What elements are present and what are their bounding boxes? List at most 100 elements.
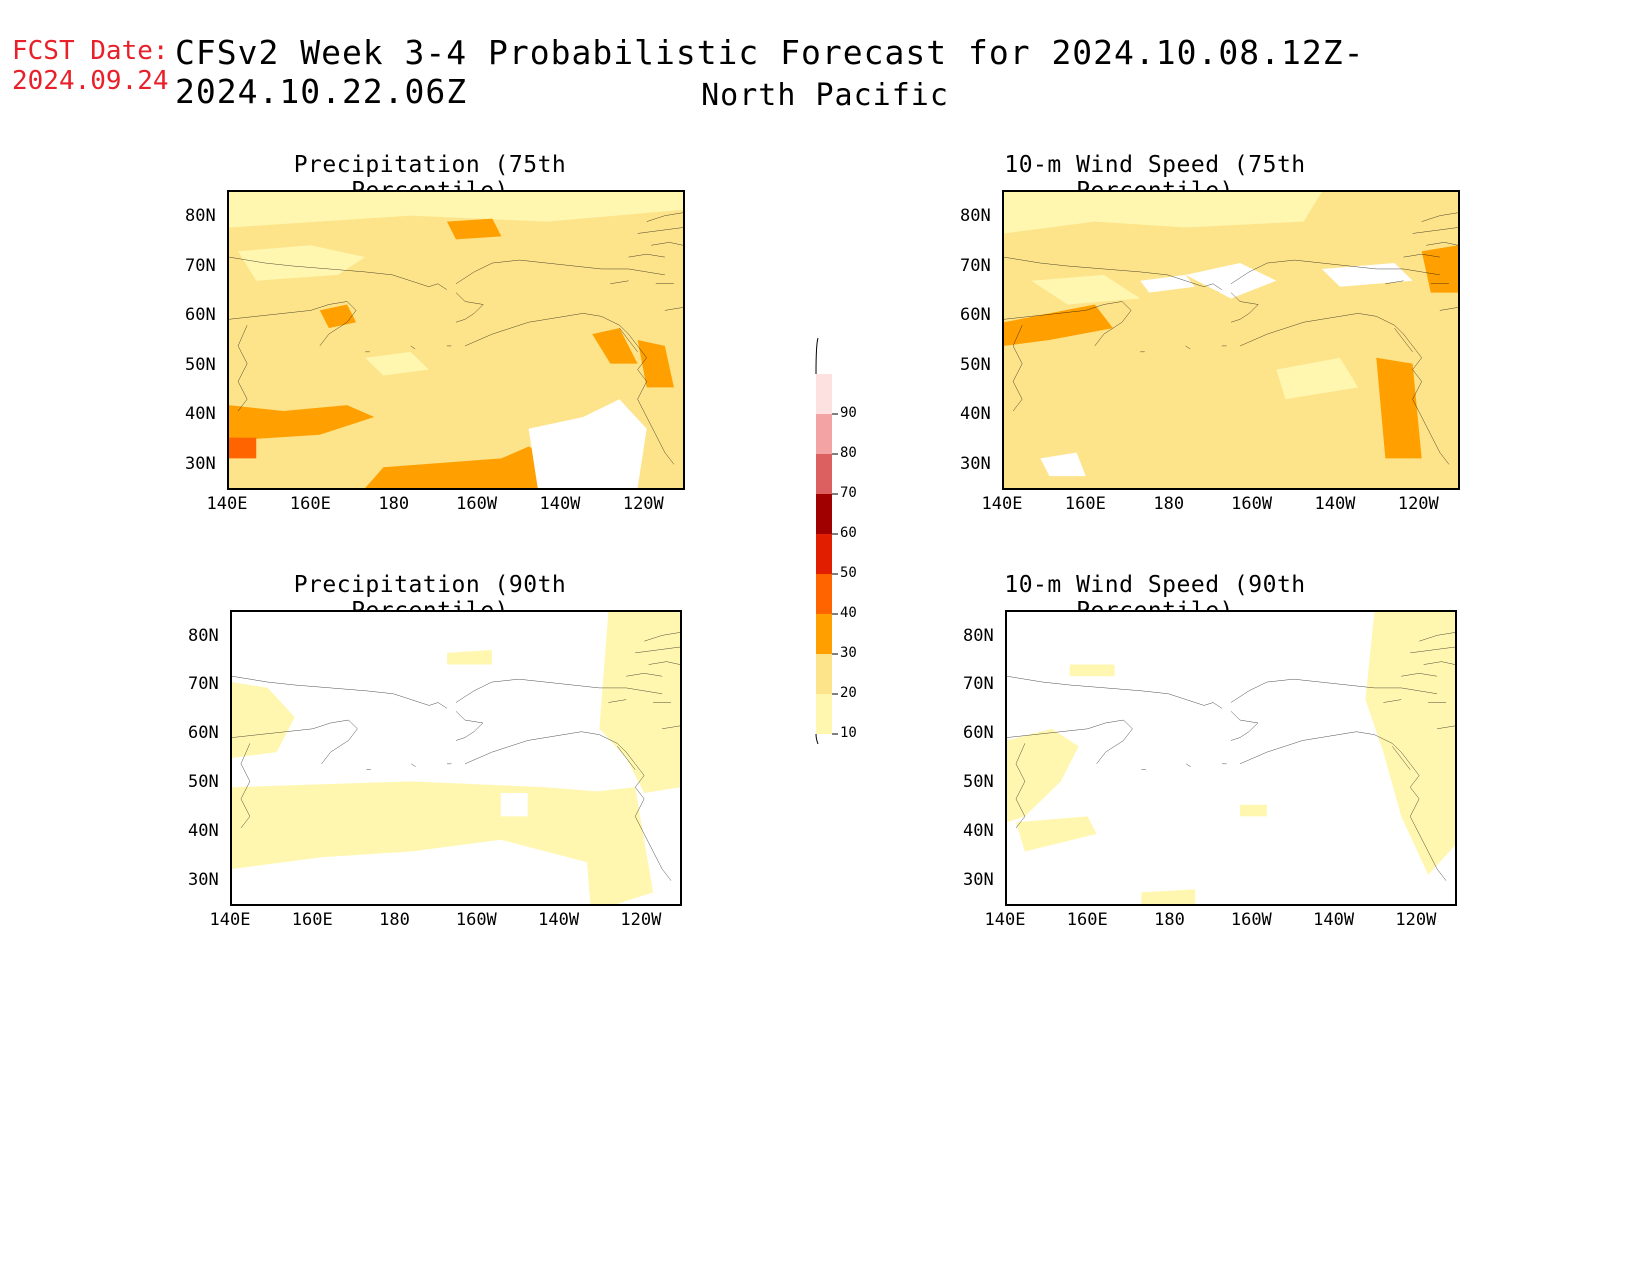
contour-region [1069, 664, 1115, 677]
forecast-date-label: FCST Date: [12, 36, 169, 66]
coastline [1016, 743, 1025, 828]
contour-region [1040, 452, 1086, 477]
coastline [1240, 732, 1446, 881]
map-panel-wind75 [1002, 190, 1460, 490]
map-canvas [229, 192, 683, 488]
lon-tick-label: 140W [1314, 494, 1356, 514]
lon-tick-label: 140W [538, 910, 580, 930]
contour-region [1141, 889, 1196, 904]
lon-tick-label: 120W [622, 494, 664, 514]
figure-subtitle: North Pacific [701, 78, 949, 113]
coastline [238, 325, 247, 411]
coastline [619, 328, 637, 352]
colorbar-segment [816, 574, 832, 614]
coastline [1007, 720, 1132, 764]
contour-region [1185, 263, 1277, 299]
lon-tick-label: 140E [981, 494, 1023, 514]
lon-tick-label: 140E [984, 910, 1026, 930]
map-canvas [232, 612, 680, 904]
lon-tick-label: 140W [1313, 910, 1355, 930]
coastline [241, 743, 250, 828]
lon-tick-label: 120W [1395, 910, 1437, 930]
contour-region [1015, 816, 1097, 852]
coastline [665, 307, 683, 310]
coastline [229, 257, 447, 290]
coastline [638, 228, 683, 234]
lat-tick-label: 70N [960, 255, 991, 276]
coastline [629, 254, 665, 257]
coastline [456, 260, 665, 284]
lat-tick-label: 30N [188, 869, 219, 890]
coastline [1231, 293, 1258, 323]
contour-region [1276, 357, 1359, 400]
colorbar-segment [816, 494, 832, 534]
lat-tick-label: 30N [185, 453, 216, 474]
coastline [456, 711, 483, 740]
contour-region [599, 612, 680, 794]
colorbar-segment [816, 454, 832, 494]
coastline [1231, 679, 1437, 702]
contour-region [1007, 728, 1079, 823]
coastline [456, 679, 662, 702]
colorbar-end [815, 733, 819, 745]
coastline [649, 662, 680, 665]
contour-region [1031, 274, 1141, 305]
colorbar-segment [816, 654, 832, 694]
coastline [1385, 281, 1403, 284]
contour-region [232, 781, 636, 869]
coastline [1240, 313, 1449, 464]
lat-tick-label: 70N [185, 255, 216, 276]
lat-tick-label: 60N [963, 723, 994, 744]
contour-region [1239, 804, 1267, 817]
coastline [1422, 213, 1458, 222]
colorbar-segment [816, 414, 832, 454]
lon-tick-label: 120W [620, 910, 662, 930]
contour-region [229, 437, 257, 459]
coastline [626, 673, 662, 676]
lat-tick-label: 80N [185, 206, 216, 226]
contour-region [238, 245, 366, 281]
colorbar-end [815, 337, 819, 375]
lat-tick-label: 60N [188, 723, 219, 744]
colorbar [812, 334, 872, 758]
lat-tick-label: 80N [960, 206, 991, 226]
coastline [465, 313, 674, 464]
lat-tick-label: 80N [963, 625, 994, 646]
coastline [1231, 711, 1258, 740]
lon-tick-label: 180 [1153, 494, 1185, 514]
coastline [1404, 254, 1440, 257]
lon-tick-label: 160E [1064, 494, 1106, 514]
map-panel-precip75 [227, 190, 685, 490]
coastline [1013, 325, 1022, 411]
contour-region [1365, 612, 1455, 875]
contour-region [365, 351, 429, 376]
coastline [465, 732, 671, 881]
coastline [1394, 328, 1412, 352]
map-canvas [1007, 612, 1455, 904]
coastline [662, 726, 680, 729]
contour-region [447, 649, 492, 665]
forecast-date-block: FCST Date: 2024.09.24 [12, 36, 169, 96]
coastline [651, 242, 683, 245]
coastline [635, 647, 680, 653]
contour-region [1376, 357, 1422, 459]
contour-region [1004, 304, 1113, 346]
coastline [617, 746, 635, 769]
lon-tick-label: 120W [1397, 494, 1439, 514]
colorbar-label: 70 [840, 485, 857, 501]
lat-tick-label: 40N [185, 404, 216, 424]
colorbar-label: 60 [840, 525, 857, 541]
colorbar-graphic [815, 337, 838, 745]
lat-tick-label: 70N [963, 674, 994, 695]
contour-region [446, 218, 502, 240]
lon-tick-label: 180 [378, 494, 410, 514]
coastline [608, 700, 626, 703]
colorbar-label: 30 [840, 645, 857, 661]
coastline [1007, 676, 1222, 708]
coastline [1413, 228, 1458, 234]
contour-region [1421, 245, 1458, 293]
coastline [411, 346, 416, 349]
lat-tick-label: 50N [185, 354, 216, 375]
coastline [1440, 307, 1458, 310]
map-panel-wind90 [1005, 610, 1457, 906]
